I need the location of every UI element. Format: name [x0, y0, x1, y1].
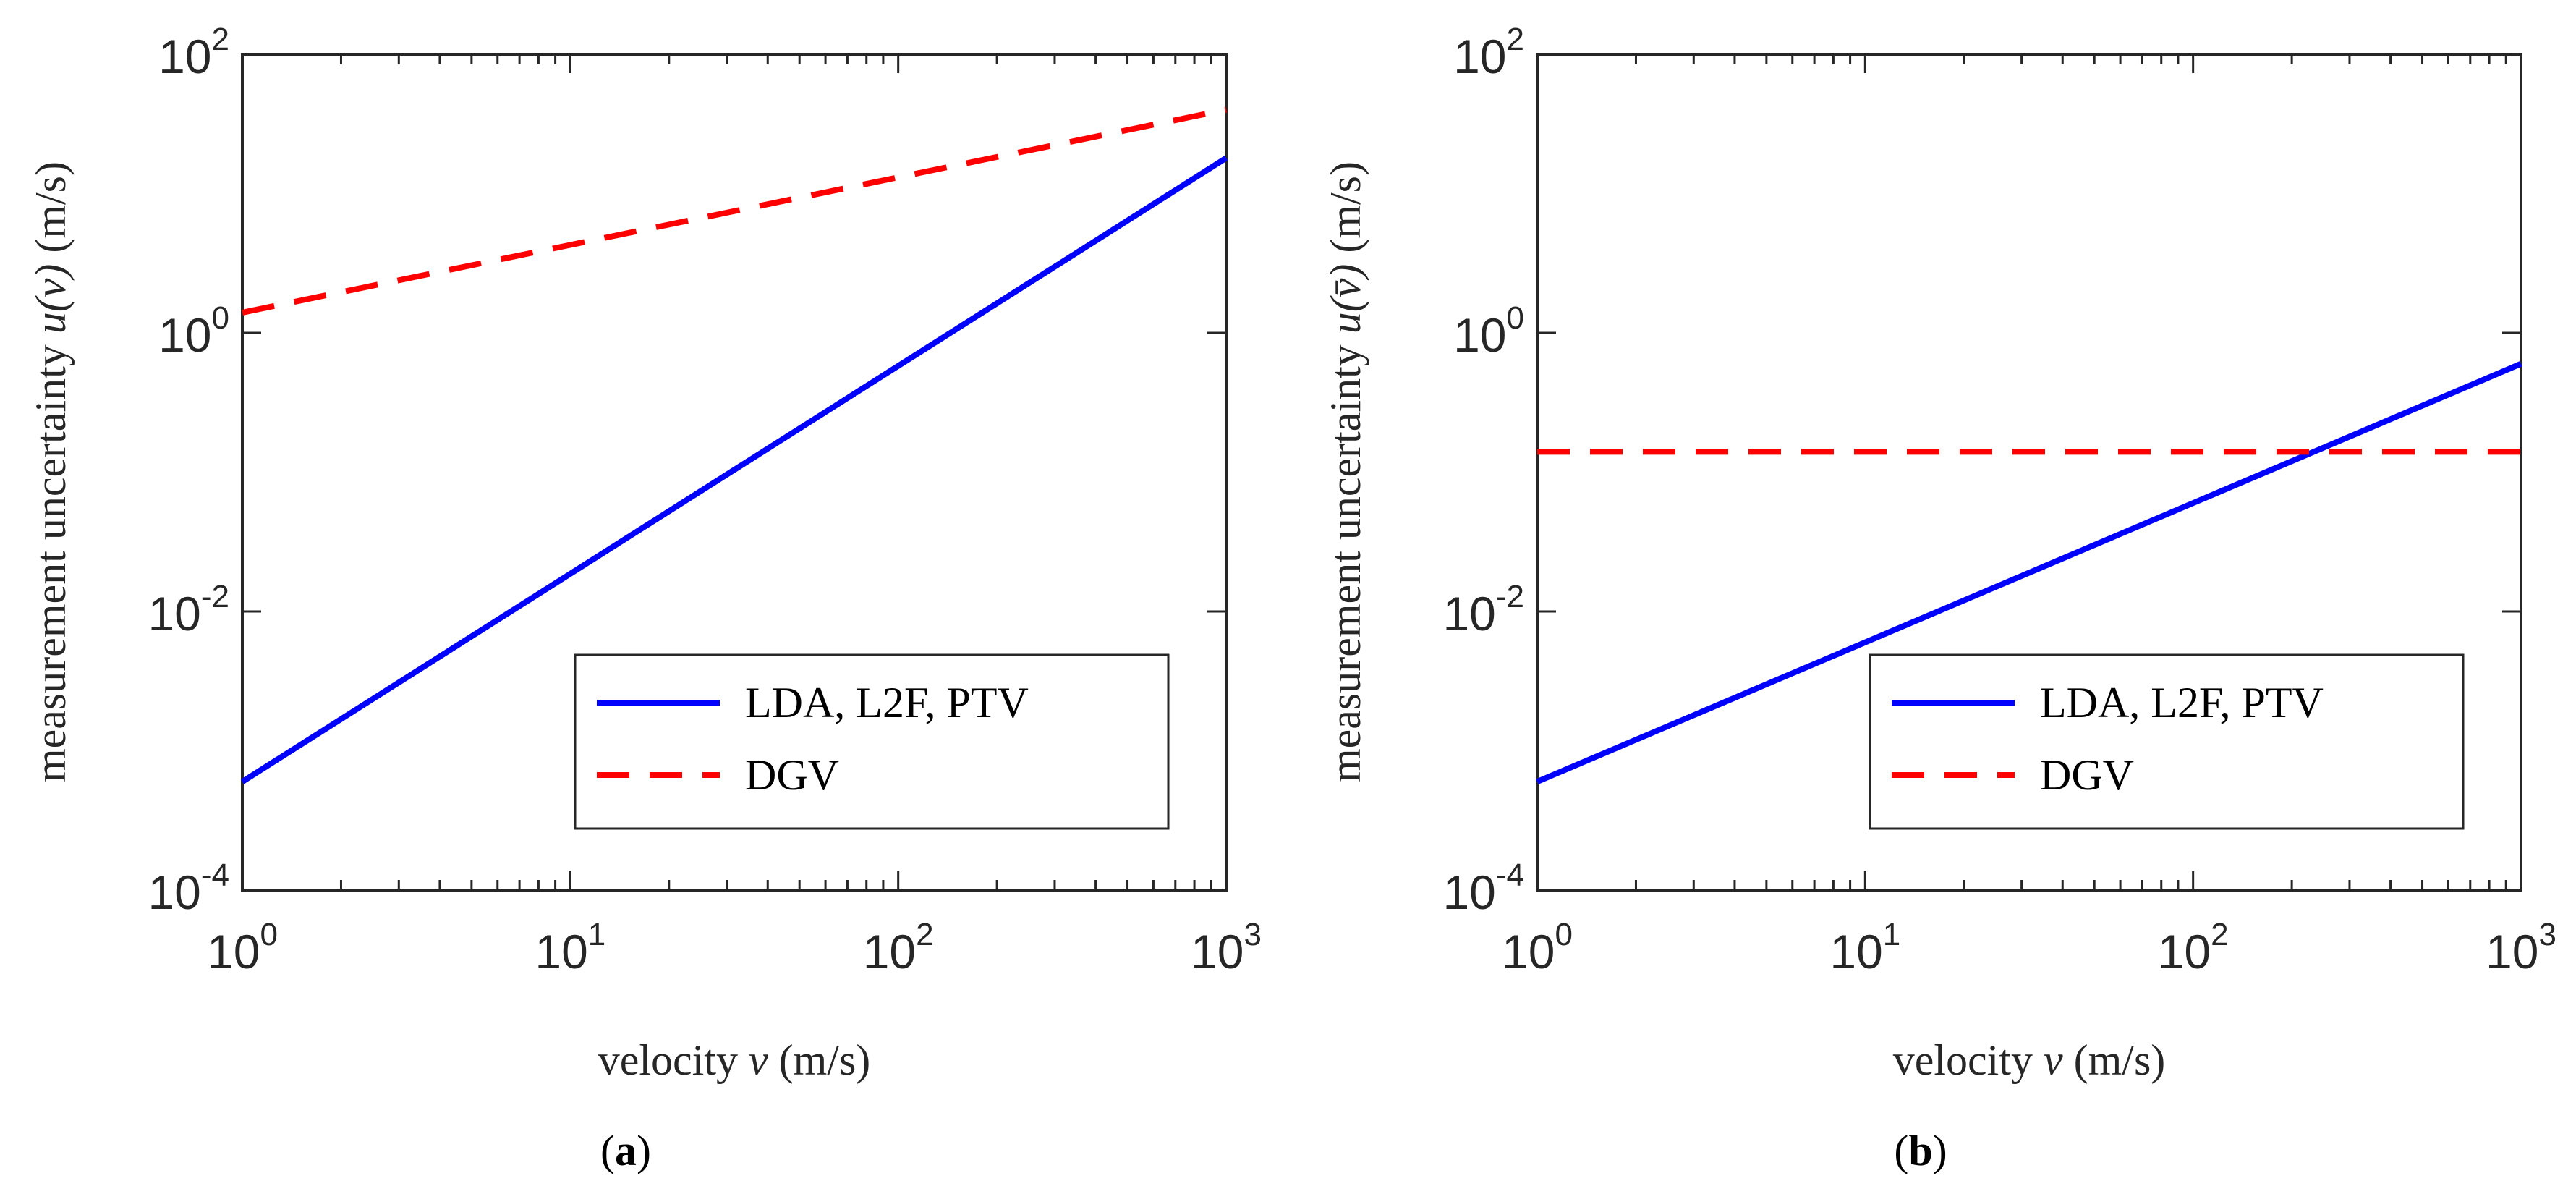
y-axis-label-a: measurement uncertainty u(v) (m/s)	[27, 161, 75, 782]
caption-b: (b)	[1894, 1127, 1947, 1174]
y-tick-label: 10-4	[148, 858, 229, 919]
legend-b: LDA, L2F, PTV DGV	[1869, 653, 2465, 830]
y-tick-label: 10-2	[1442, 579, 1524, 640]
x-tick-label: 100	[1502, 917, 1573, 978]
legend-label-dgv-b: DGV	[2040, 751, 2134, 799]
x-tick-label: 102	[2158, 917, 2229, 978]
major-ticks-b	[1536, 53, 2522, 892]
x-tick-label: 103	[2486, 917, 2556, 978]
legend-label-lda-b: LDA, L2F, PTV	[2040, 679, 2324, 727]
legend-label-lda-a: LDA, L2F, PTV	[745, 679, 1029, 727]
x-tick-label: 100	[207, 917, 278, 978]
y-tick-label: 10-4	[1442, 858, 1524, 919]
x-tick-labels-b: 100 101 102 103	[1502, 917, 2556, 978]
minor-ticks-a	[339, 54, 1212, 890]
x-tick-label: 102	[863, 917, 934, 978]
legend-label-dgv-a: DGV	[745, 751, 839, 799]
y-tick-label: 100	[1453, 300, 1524, 362]
y-tick-label: 102	[1453, 22, 1524, 83]
series-group-b	[1536, 361, 2522, 784]
x-tick-label: 101	[1829, 917, 1900, 978]
x-axis-label-a: velocity v (m/s)	[598, 1036, 871, 1084]
caption-a: (a)	[600, 1127, 651, 1174]
minor-ticks-b	[1634, 54, 2507, 890]
y-tick-label: 100	[158, 300, 229, 362]
legend-a: LDA, L2F, PTV DGV	[574, 653, 1170, 830]
panel-a: 100 101 102 103 10-4 10-2 100 102 LDA, L2F, PT…	[148, 22, 1262, 978]
major-ticks-a	[241, 53, 1228, 892]
y-tick-labels-b: 10-4 10-2 100 102	[1442, 22, 1524, 919]
series-line-lda-b	[1536, 361, 2522, 784]
x-axis-label-b: velocity v (m/s)	[1893, 1036, 2166, 1084]
legend-box-a	[574, 653, 1170, 830]
series-line-lda-a	[240, 156, 1228, 784]
y-tick-labels-a: 10-4 10-2 100 102	[148, 22, 229, 919]
series-group-a	[240, 106, 1228, 784]
series-line-dgv-a	[242, 106, 1227, 316]
legend-box-b	[1869, 653, 2465, 830]
y-tick-label: 102	[158, 22, 229, 83]
x-tick-labels-a: 100 101 102 103	[207, 917, 1262, 978]
y-tick-label: 10-2	[148, 579, 229, 640]
x-tick-label: 101	[535, 917, 605, 978]
x-tick-label: 103	[1191, 917, 1262, 978]
panel-b: 100 101 102 103 10-4 10-2 100 102 LDA, L2F, PT…	[1442, 22, 2556, 978]
y-axis-label-b: measurement uncertainty u(v̄) (m/s)	[1322, 161, 1369, 782]
